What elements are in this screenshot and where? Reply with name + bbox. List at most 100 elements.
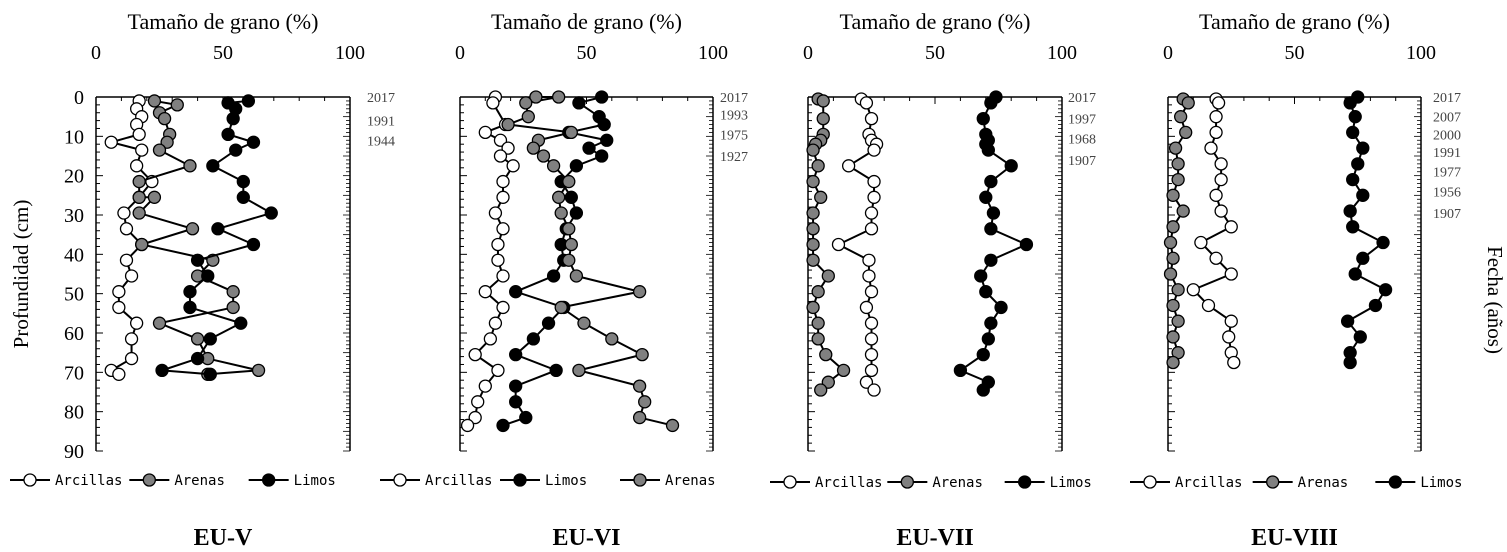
y-tick-label: 40 [64, 244, 84, 266]
legend-label-arenas: Arenas [1298, 475, 1349, 491]
point-arcillas [483, 332, 498, 346]
point-arcillas [1209, 110, 1223, 124]
x-axis-title: Tamaño de grano (%) [1199, 9, 1390, 34]
point-limos [994, 300, 1008, 315]
point-arcillas [112, 285, 126, 299]
point-arcillas [119, 253, 134, 267]
point-arcillas [831, 237, 846, 252]
point-arenas [638, 395, 652, 409]
point-arenas [1163, 267, 1178, 281]
point-limos [519, 410, 533, 425]
point-arenas [564, 125, 578, 140]
right-axis-title: Fecha (años) [1483, 246, 1507, 354]
point-limos [600, 133, 614, 147]
y-tick-label: 70 [64, 362, 84, 384]
point-arcillas [468, 410, 482, 425]
legend-marker-arenas [142, 473, 156, 487]
point-limos [976, 347, 990, 362]
point-arenas [1166, 188, 1180, 202]
date-label: 1927 [720, 150, 748, 165]
point-arcillas [506, 159, 520, 173]
point-limos [1343, 204, 1357, 218]
point-arenas [1168, 141, 1183, 155]
point-limos [203, 332, 217, 346]
point-limos [984, 174, 998, 189]
point-arcillas [862, 253, 876, 267]
point-arcillas [135, 143, 149, 157]
point-limos [569, 206, 584, 220]
y-tick-label: 50 [64, 284, 84, 306]
point-arenas [816, 94, 830, 108]
point-limos [229, 143, 243, 157]
point-arcillas [491, 253, 505, 267]
y-tick-label: 0 [74, 87, 84, 109]
point-arenas [1171, 314, 1185, 328]
point-arcillas [124, 351, 139, 366]
point-limos [595, 90, 609, 104]
point-arenas [1163, 235, 1178, 250]
point-arcillas [117, 206, 131, 220]
point-limos [549, 363, 563, 378]
point-arcillas [1214, 204, 1228, 218]
point-arenas [190, 332, 205, 346]
point-limos [1378, 283, 1393, 297]
point-arcillas [864, 363, 879, 378]
point-limos [979, 285, 993, 299]
date-label: 2017 [720, 91, 748, 106]
point-arcillas [864, 206, 879, 220]
legend: Arcillas Arenas Limos [770, 475, 1092, 491]
point-arcillas [1211, 96, 1226, 110]
legend: Arcillas Arenas Limos [10, 473, 336, 489]
point-limos [236, 190, 250, 204]
point-limos [190, 351, 205, 366]
legend: Arcillas Arenas Limos [1130, 475, 1462, 491]
point-arenas [529, 90, 543, 104]
y-tick-label: 20 [64, 166, 84, 188]
point-limos [1346, 220, 1360, 234]
x-axis-title: Tamaño de grano (%) [128, 9, 319, 34]
x-tick-label: 50 [577, 42, 597, 64]
point-limos [597, 117, 611, 132]
point-arcillas [124, 332, 139, 346]
legend-marker-arcillas [23, 473, 37, 487]
point-arenas [1166, 355, 1180, 370]
point-limos [1019, 237, 1034, 252]
point-arenas [552, 90, 566, 104]
point-arenas [160, 135, 174, 149]
point-arcillas [496, 174, 510, 189]
point-arenas [1166, 220, 1180, 234]
point-arenas [577, 316, 591, 330]
x-tick-label: 100 [1406, 42, 1436, 64]
point-arenas [819, 347, 833, 362]
point-limos [206, 159, 220, 173]
date-label: 1977 [1433, 166, 1461, 181]
point-arcillas [460, 418, 475, 433]
legend-label-limos: Limos [545, 473, 587, 489]
legend-label-arenas: Arenas [174, 473, 225, 489]
x-tick-label: 50 [1285, 42, 1305, 64]
point-arcillas [124, 269, 139, 283]
legend-marker-limos [513, 473, 527, 487]
point-arcillas [496, 222, 510, 236]
point-arenas [183, 159, 197, 173]
point-limos [226, 111, 240, 126]
point-limos [976, 111, 990, 126]
point-limos [509, 395, 523, 409]
point-arenas [836, 363, 851, 378]
point-arenas [1166, 298, 1180, 313]
point-limos [986, 206, 1001, 220]
point-arenas [806, 253, 820, 267]
point-arcillas [501, 141, 515, 155]
panel-eu-v: Tamaño de grano (%) 0 50 100 0 10 20 30 40 50 60 70… [9, 9, 395, 551]
x-tick-label: 0 [803, 42, 813, 64]
point-arenas [132, 174, 146, 189]
point-limos [241, 94, 256, 108]
point-arcillas [1224, 314, 1238, 328]
point-limos [974, 269, 988, 283]
date-label: 1944 [367, 134, 395, 149]
point-arcillas [1227, 355, 1241, 370]
date-label: 1907 [1433, 207, 1461, 222]
point-limos [595, 149, 609, 163]
date-label: 2017 [1068, 91, 1096, 106]
point-limos [953, 363, 968, 378]
